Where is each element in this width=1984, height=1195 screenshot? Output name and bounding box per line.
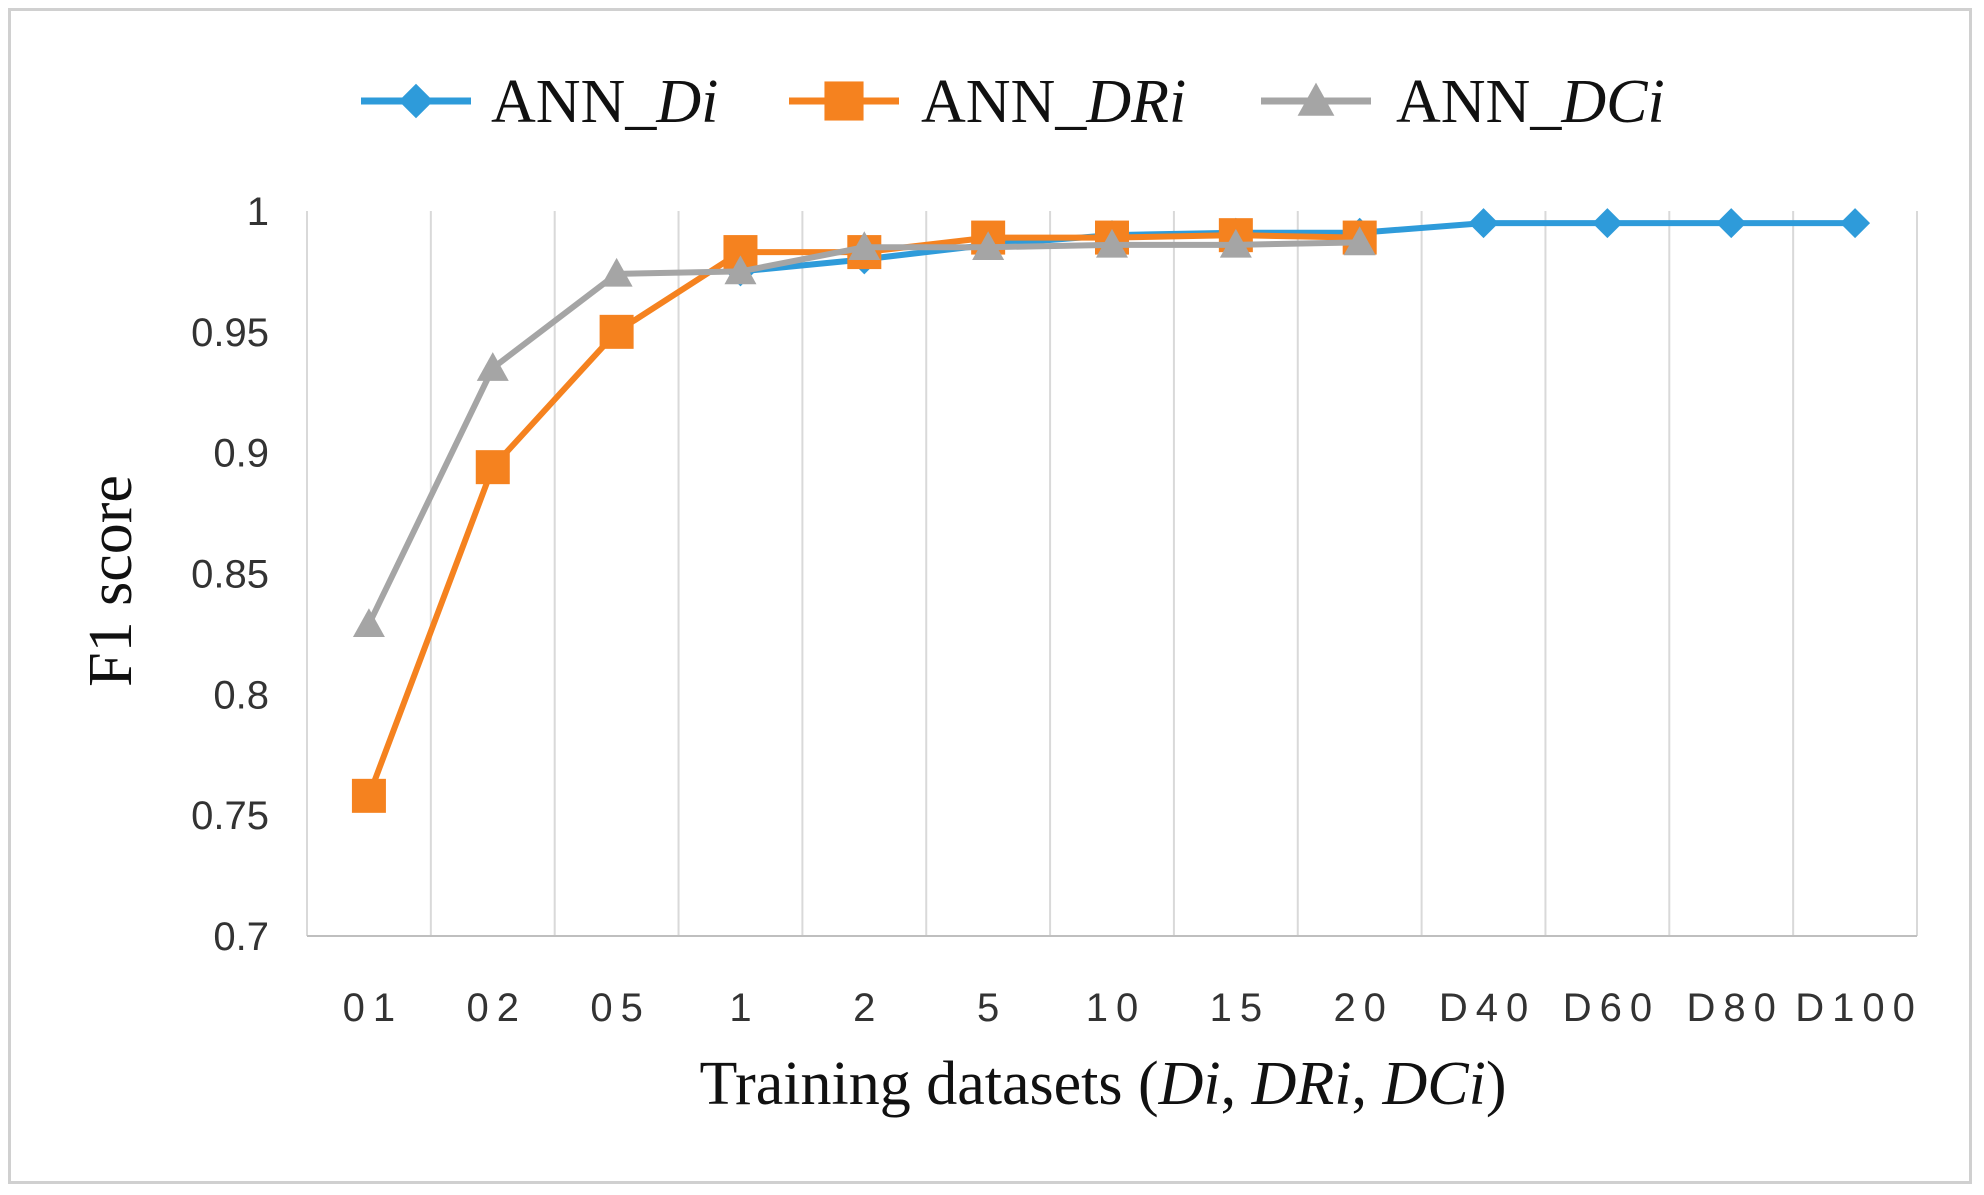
y-tick-label: 1 (247, 190, 269, 234)
legend-label-prefix: ANN_ (921, 68, 1087, 136)
diamond-marker[interactable] (1468, 208, 1499, 239)
x-tick-label: 01 (343, 986, 404, 1030)
x-tick-label: D80 (1687, 986, 1784, 1030)
x-tick-label: 02 (467, 986, 528, 1030)
legend-label-suffix: DRi (1085, 68, 1186, 136)
x-tick-label: D60 (1563, 986, 1660, 1030)
legend-label-suffix: DCi (1560, 68, 1664, 136)
triangle-marker[interactable] (600, 257, 633, 287)
x-tick-label: 5 (977, 986, 1007, 1030)
triangle-marker[interactable] (352, 608, 385, 638)
series-line (366, 239, 1360, 626)
y-tick-label: 0.85 (191, 553, 269, 597)
series-layer (351, 208, 1871, 813)
x-tick-label: 2 (853, 986, 883, 1030)
triangle-marker[interactable] (848, 231, 881, 261)
y-axis-title: F1 score (77, 475, 145, 687)
legend-label: ANN_DCi (1396, 68, 1665, 136)
f1-score-line-chart: 0.7 0.75 0.8 0.85 0.9 0.95 1 01 02 05 1 2 5 10 15 20 D40… (77, 68, 1923, 1118)
x-tick-label: 05 (590, 986, 651, 1030)
x-tick-label: 10 (1086, 986, 1147, 1030)
legend-item-dci[interactable]: ANN_DCi (1261, 68, 1665, 136)
legend-label-suffix: Di (655, 68, 718, 136)
diamond-marker[interactable] (1716, 208, 1747, 239)
triangle-marker[interactable] (1219, 228, 1252, 258)
series-line (366, 232, 1360, 797)
diamond-marker[interactable] (398, 83, 434, 119)
legend-label-prefix: ANN_ (491, 68, 657, 136)
triangle-marker[interactable] (972, 231, 1005, 261)
axis-layer: 0.7 0.75 0.8 0.85 0.9 0.95 1 01 02 05 1 2 5 10 15 20 D40… (191, 190, 1923, 1030)
diamond-marker[interactable] (1840, 208, 1871, 239)
legend-label-prefix: ANN_ (1396, 68, 1562, 136)
x-axis-title-sep1: , (1221, 1050, 1252, 1118)
triangle-marker[interactable] (1297, 82, 1335, 116)
square-marker[interactable] (351, 778, 386, 813)
square-marker[interactable] (475, 450, 510, 485)
x-tick-label: 15 (1210, 986, 1271, 1030)
y-tick-label: 0.75 (191, 794, 269, 838)
x-tick-label: D40 (1439, 986, 1536, 1030)
triangle-marker[interactable] (1096, 228, 1128, 258)
x-tick-label: 1 (729, 986, 759, 1030)
x-axis-title-term-dci: DCi (1382, 1050, 1486, 1118)
square-marker[interactable] (599, 314, 634, 349)
triangle-marker[interactable] (1343, 226, 1376, 256)
triangle-marker[interactable] (476, 352, 509, 381)
x-axis-title-term-di: Di (1158, 1050, 1221, 1118)
legend-label: ANN_DRi (921, 68, 1186, 136)
chart-frame: 0.7 0.75 0.8 0.85 0.9 0.95 1 01 02 05 1 2 5 10 15 20 D40… (8, 8, 1972, 1184)
legend-item-di[interactable]: ANN_Di (361, 68, 718, 136)
grid-layer (306, 211, 1918, 936)
triangle-marker[interactable] (724, 255, 757, 285)
x-axis-title-before: Training datasets ( (699, 1050, 1158, 1118)
x-axis-title-term-dri: DRi (1251, 1050, 1352, 1118)
y-tick-label: 0.9 (213, 432, 269, 476)
legend[interactable]: ANN_Di ANN_DRi ANN_DCi (361, 68, 1665, 136)
square-marker[interactable] (824, 81, 864, 121)
legend-item-dri[interactable]: ANN_DRi (789, 68, 1186, 136)
x-tick-label: 20 (1333, 986, 1394, 1030)
y-tick-label: 0.7 (213, 915, 269, 959)
y-tick-label: 0.95 (191, 311, 269, 355)
x-axis-title-sep2: , (1352, 1050, 1383, 1118)
series-ann-dri (351, 218, 1377, 813)
x-tick-label: D100 (1795, 986, 1923, 1030)
series-line (740, 220, 1856, 275)
y-tick-label: 0.8 (213, 673, 269, 717)
series-ann-dci (352, 226, 1376, 638)
x-axis-title: Training datasets (Di, DRi, DCi) (699, 1050, 1506, 1118)
legend-label: ANN_Di (491, 68, 718, 136)
x-axis-title-after: ) (1486, 1050, 1507, 1118)
diamond-marker[interactable] (1592, 208, 1623, 239)
